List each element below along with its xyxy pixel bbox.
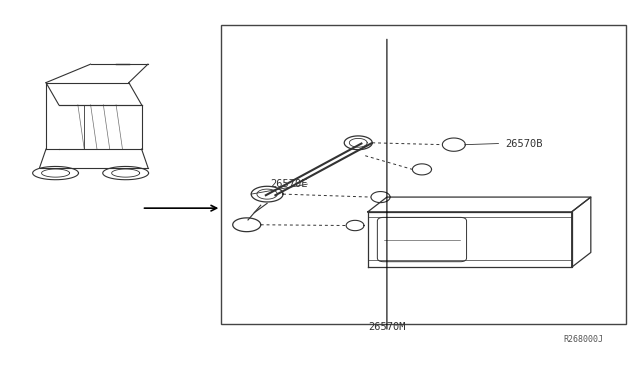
FancyBboxPatch shape <box>378 217 467 262</box>
Text: 26570E: 26570E <box>269 179 307 189</box>
Text: R268000J: R268000J <box>564 335 604 344</box>
Bar <box>221 25 626 324</box>
Text: 26570B: 26570B <box>505 138 542 148</box>
Text: 26570M: 26570M <box>368 322 406 332</box>
